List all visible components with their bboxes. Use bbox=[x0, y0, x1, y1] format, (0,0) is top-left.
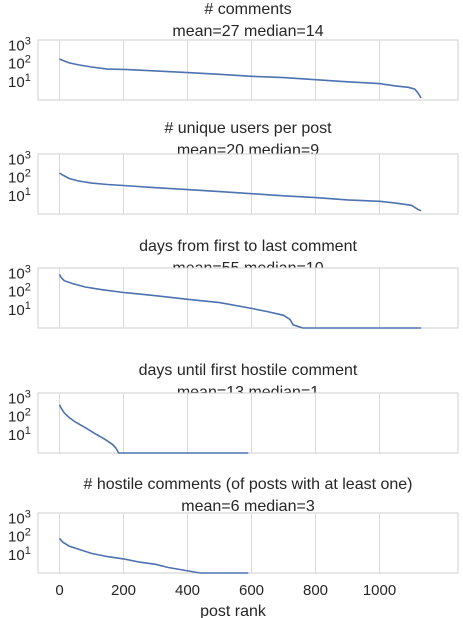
y-tick-label: 101 bbox=[8, 186, 31, 205]
plot-area bbox=[37, 39, 459, 101]
chart-subtitle: mean=27 median=14 bbox=[172, 23, 323, 40]
series-line bbox=[58, 404, 249, 454]
plot-area bbox=[37, 267, 459, 329]
chart-title: # unique users per post bbox=[164, 120, 332, 137]
y-tick-label: 102 bbox=[8, 168, 31, 187]
y-tick-label: 102 bbox=[8, 282, 31, 301]
series-line bbox=[58, 537, 249, 574]
series-line bbox=[58, 273, 422, 329]
x-tick-label: 600 bbox=[239, 582, 264, 599]
x-axis-label: post rank bbox=[200, 603, 267, 618]
y-tick-label: 102 bbox=[8, 407, 31, 426]
chart-panel-4: days until first hostile commentmean=13 … bbox=[8, 362, 459, 454]
chart-panel-3: days from first to last commentmean=55 m… bbox=[8, 238, 459, 329]
x-tick-label: 200 bbox=[111, 582, 136, 599]
series-line bbox=[59, 58, 422, 99]
y-tick-label: 102 bbox=[8, 54, 31, 73]
y-tick-label: 101 bbox=[8, 545, 31, 564]
x-tick-label: 800 bbox=[303, 582, 328, 599]
chart-title: # comments bbox=[204, 1, 291, 18]
chart-subtitle: mean=6 median=3 bbox=[181, 498, 315, 515]
y-tick-label: 101 bbox=[8, 425, 31, 444]
y-tick-label: 101 bbox=[8, 300, 31, 319]
y-tick-label: 103 bbox=[8, 508, 31, 527]
y-tick-label: 103 bbox=[8, 263, 31, 282]
chart-panel-5: # hostile comments (of posts with at lea… bbox=[8, 476, 459, 618]
y-tick-label: 103 bbox=[8, 149, 31, 168]
plot-area bbox=[37, 392, 459, 454]
chart-title: # hostile comments (of posts with at lea… bbox=[83, 476, 412, 493]
x-tick-label: 0 bbox=[55, 582, 63, 599]
x-tick-label: 1000 bbox=[363, 582, 396, 599]
x-tick-label: 400 bbox=[175, 582, 200, 599]
plot-area bbox=[37, 512, 459, 574]
y-tick-label: 103 bbox=[8, 388, 31, 407]
chart-title: days from first to last comment bbox=[139, 238, 357, 255]
y-tick-label: 101 bbox=[8, 72, 31, 91]
y-tick-label: 102 bbox=[8, 527, 31, 546]
y-tick-label: 103 bbox=[8, 35, 31, 54]
chart-title: days until first hostile comment bbox=[139, 362, 358, 379]
series-line bbox=[59, 172, 422, 212]
